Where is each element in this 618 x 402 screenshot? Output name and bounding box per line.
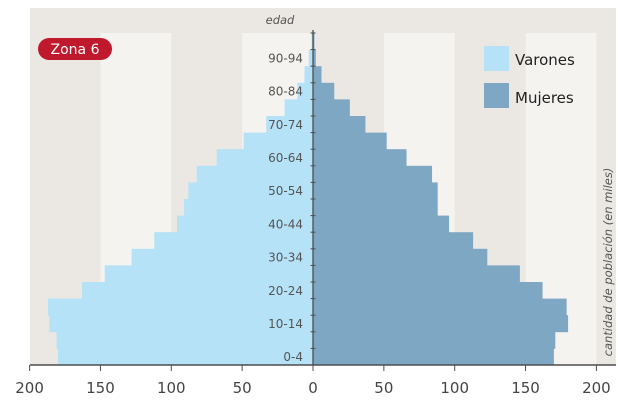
age-label: 70-74: [268, 118, 303, 132]
bar-mujeres-95+: [313, 33, 315, 50]
bar-varones-80-84: [297, 82, 313, 100]
legend-swatch-mujeres: [484, 83, 509, 108]
age-label: 90-94: [268, 51, 303, 65]
bar-varones-45-49: [184, 199, 313, 216]
bar-mujeres-85-89: [313, 66, 322, 84]
bar-mujeres-60-64: [313, 149, 407, 167]
bars-group: [48, 33, 569, 366]
bar-mujeres-5-9: [313, 331, 556, 349]
age-label: 30-34: [268, 251, 303, 265]
age-label: 50-54: [268, 184, 303, 198]
bar-mujeres-0-4: [313, 348, 554, 366]
bar-varones-85-89: [304, 66, 313, 84]
bar-varones-30-34: [131, 248, 313, 266]
bar-varones-0-4: [57, 348, 313, 366]
bar-mujeres-15-19: [313, 298, 567, 316]
x-tick-label: 200: [582, 379, 611, 397]
legend: Varones Mujeres: [484, 46, 575, 108]
bar-varones-90-94: [308, 49, 313, 67]
bar-mujeres-80-84: [313, 82, 335, 100]
bar-mujeres-35-39: [313, 232, 474, 250]
bar-mujeres-50-54: [313, 182, 438, 200]
bar-mujeres-70-74: [313, 116, 366, 133]
bar-mujeres-65-69: [313, 132, 387, 150]
x-tick-label: 150: [86, 379, 115, 397]
legend-swatch-varones: [484, 46, 509, 71]
x-tick-label: 50: [233, 379, 252, 397]
bar-mujeres-55-59: [313, 165, 433, 183]
bar-mujeres-30-34: [313, 248, 488, 266]
bar-mujeres-90-94: [313, 49, 316, 67]
legend-label-mujeres: Mujeres: [515, 89, 574, 107]
bar-varones-75-79: [284, 99, 313, 117]
age-label: 20-24: [268, 284, 303, 298]
x-tick-labels-group: 200 150 100 50 0 50 100 150 200: [15, 379, 610, 397]
zone-badge-label: Zona 6: [51, 42, 100, 58]
bar-varones-25-29: [104, 265, 314, 283]
bar-varones-15-19: [48, 298, 314, 316]
bar-mujeres-45-49: [313, 199, 438, 216]
x-tick-label: 200: [15, 379, 44, 397]
bar-varones-50-54: [188, 182, 313, 200]
bar-varones-95+: [311, 33, 313, 50]
bar-mujeres-25-29: [313, 265, 520, 283]
bar-varones-70-74: [266, 116, 313, 133]
x-tick-label: 50: [374, 379, 393, 397]
bar-mujeres-75-79: [313, 99, 350, 117]
bar-varones-40-44: [176, 215, 313, 233]
bar-mujeres-10-14: [313, 315, 569, 333]
x-tick-label: 0: [308, 379, 318, 397]
bar-varones-5-9: [56, 331, 313, 349]
age-label: 0-4: [283, 350, 303, 364]
x-tick-label: 100: [440, 379, 469, 397]
bar-varones-10-14: [49, 315, 314, 333]
age-labels-group: 0-4 10-14 20-24 30-34 40-44 50-54 60-64 70-74 80…: [268, 51, 303, 364]
age-label: 80-84: [268, 85, 303, 99]
bar-mujeres-20-24: [313, 282, 543, 299]
age-label: 40-44: [268, 217, 303, 231]
bar-mujeres-40-44: [313, 215, 450, 233]
zone-badge-background: [38, 38, 112, 60]
value-axis-title: cantidad de población (en miles): [601, 168, 615, 357]
bar-varones-20-24: [82, 282, 314, 299]
bar-varones-35-39: [154, 232, 313, 250]
x-tick-label: 150: [511, 379, 540, 397]
zone-badge: Zona 6: [38, 38, 112, 60]
age-label: 10-14: [268, 317, 303, 331]
axes-group: [29, 30, 616, 371]
bar-varones-65-69: [243, 132, 313, 150]
bar-varones-55-59: [196, 165, 313, 183]
legend-label-varones: Varones: [515, 51, 575, 69]
age-label: 60-64: [268, 151, 303, 165]
x-tick-label: 100: [157, 379, 186, 397]
bar-varones-60-64: [216, 149, 313, 167]
age-axis-title: edad: [266, 13, 295, 27]
